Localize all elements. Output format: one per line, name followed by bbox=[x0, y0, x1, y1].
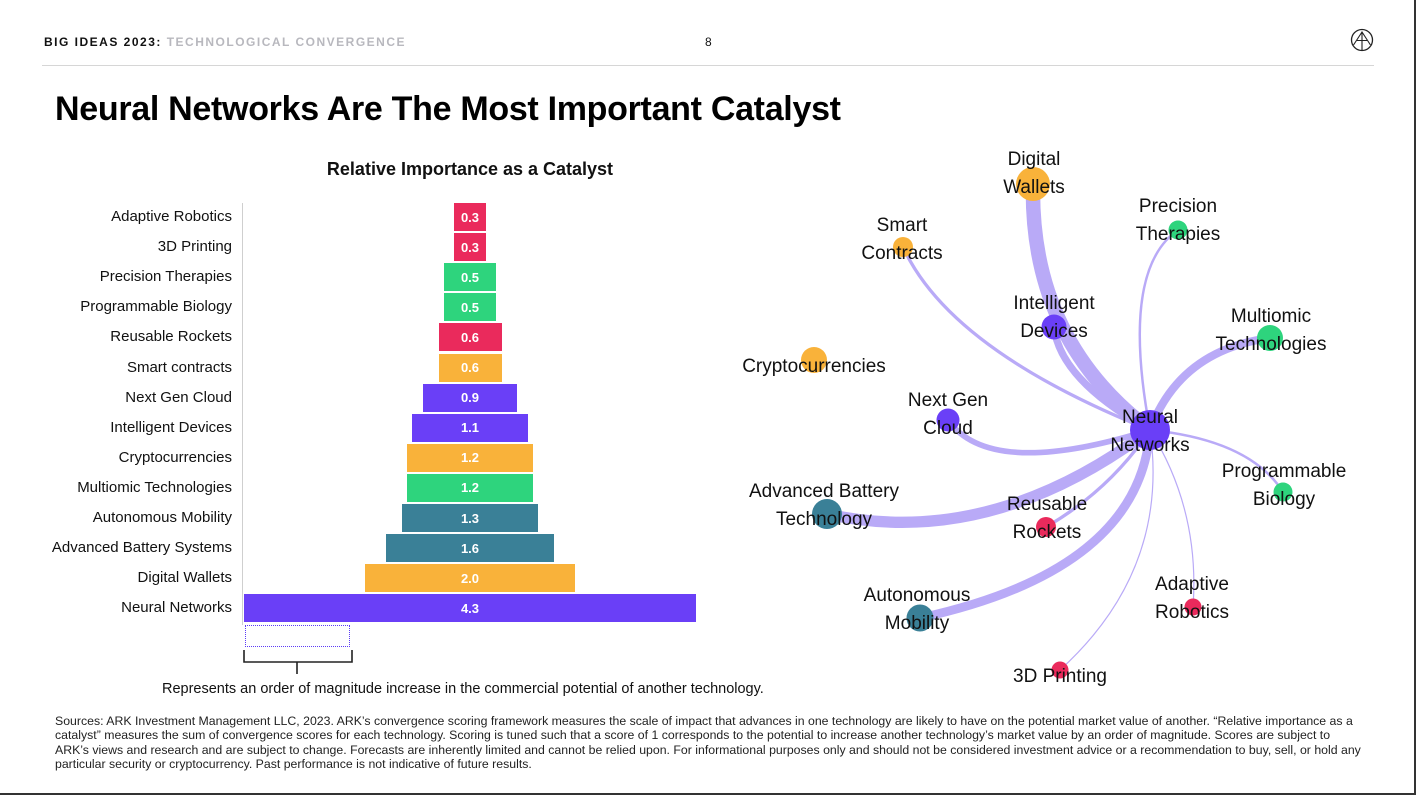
bar: 0.3 bbox=[454, 233, 486, 262]
network-node bbox=[1273, 482, 1293, 502]
network-node bbox=[906, 604, 934, 632]
bar-value-label: 0.3 bbox=[460, 209, 480, 225]
series-name: BIG IDEAS 2023 bbox=[44, 35, 157, 49]
network-node bbox=[801, 347, 827, 373]
network-edge bbox=[1148, 428, 1285, 494]
network-node-label: 3D Printing bbox=[1013, 666, 1107, 687]
bar-value-label: 0.6 bbox=[460, 360, 480, 375]
category-label: Precision Therapies bbox=[99, 268, 232, 286]
bar: 1.2 bbox=[407, 443, 533, 472]
ark-logo-icon bbox=[1350, 28, 1374, 52]
network-node bbox=[812, 499, 842, 529]
network-node bbox=[893, 237, 913, 257]
bar-value-label: 0.5 bbox=[460, 269, 480, 285]
scale-caption: Represents an order of magnitude increas… bbox=[162, 681, 764, 697]
bar-value-label: 1.3 bbox=[460, 510, 480, 526]
network-edge bbox=[901, 245, 1152, 432]
bar-value-label: 0.9 bbox=[460, 390, 480, 406]
category-label: 3D Printing bbox=[157, 238, 232, 256]
bar-value-label: 2.0 bbox=[460, 570, 480, 586]
network-nodes bbox=[801, 167, 1293, 679]
scale-reference-box bbox=[245, 625, 350, 647]
network-node-label: Autonomous Mobility bbox=[864, 585, 971, 634]
chart-title: Relative Importance as a Catalyst bbox=[326, 159, 614, 179]
network-node bbox=[1016, 167, 1050, 201]
network-node bbox=[936, 408, 960, 432]
chart-axis-line bbox=[242, 203, 243, 625]
network-node-label: Next Gen Cloud bbox=[908, 390, 988, 439]
bar-value-label: 1.2 bbox=[460, 450, 480, 466]
bar: 0.9 bbox=[422, 383, 518, 412]
category-label: Intelligent Devices bbox=[110, 418, 232, 436]
bar: 1.6 bbox=[386, 534, 554, 563]
bar-value-label: 0.6 bbox=[460, 329, 480, 345]
network-node bbox=[1168, 220, 1188, 240]
bar: 0.6 bbox=[438, 353, 502, 382]
network-hub-node bbox=[1130, 410, 1170, 450]
sources-footnote: Sources: ARK Investment Management LLC, … bbox=[55, 714, 1361, 771]
bar: 0.6 bbox=[438, 323, 502, 352]
network-node-label: Cryptocurrencies bbox=[742, 356, 886, 377]
bar: 1.1 bbox=[412, 413, 528, 442]
bar: 1.2 bbox=[407, 473, 533, 502]
category-label: Multiomic Technologies bbox=[77, 478, 232, 496]
category-label: Programmable Biology bbox=[80, 298, 232, 316]
category-label: Neural Networks bbox=[121, 599, 232, 617]
network-node-label: Multiomic Technologies bbox=[1216, 306, 1327, 355]
network-edge bbox=[1149, 429, 1195, 608]
network-edge bbox=[1059, 429, 1154, 671]
network-edge bbox=[1138, 228, 1180, 432]
category-label: Digital Wallets bbox=[137, 569, 232, 587]
network-node-label: Digital Wallets bbox=[1003, 150, 1065, 198]
network-node-label: Adaptive Robotics bbox=[1155, 574, 1229, 623]
page-title: Neural Networks Are The Most Important C… bbox=[55, 90, 841, 128]
bar: 4.3 bbox=[244, 594, 696, 623]
network-node bbox=[1257, 325, 1283, 351]
header-divider bbox=[42, 65, 1374, 66]
category-label: Autonomous Mobility bbox=[92, 509, 232, 526]
category-label: Cryptocurrencies bbox=[118, 448, 232, 466]
network-edge bbox=[915, 425, 1155, 623]
bar-value-label: 1.1 bbox=[460, 420, 480, 436]
category-label: Smart contracts bbox=[126, 358, 232, 376]
section-name: TECHNOLOGICAL CONVERGENCE bbox=[166, 35, 407, 49]
header-separator: : bbox=[156, 35, 162, 49]
network-edge bbox=[945, 417, 1153, 456]
category-label: Adaptive Robotics bbox=[111, 208, 232, 225]
bar-value-label: 1.6 bbox=[460, 540, 480, 556]
bar: 1.3 bbox=[401, 504, 539, 532]
network-node bbox=[1184, 598, 1202, 616]
category-label: Next Gen Cloud bbox=[125, 388, 232, 406]
bar: 0.5 bbox=[443, 293, 497, 322]
category-label: Advanced Battery Systems bbox=[51, 539, 232, 557]
network-node bbox=[1051, 661, 1069, 679]
network-node-label: Intelligent Devices bbox=[1013, 293, 1095, 342]
network-node-label: Precision Therapies bbox=[1136, 196, 1221, 245]
bar: 0.3 bbox=[454, 203, 486, 231]
page-number: 8 bbox=[705, 35, 712, 49]
network-labels: Digital Wallets Precision Therapies Smart Con… bbox=[742, 150, 1346, 687]
convergence-network: Digital Wallets Precision Therapies Smart Con… bbox=[742, 150, 1346, 687]
bar-value-label: 0.5 bbox=[460, 299, 480, 315]
network-node bbox=[1041, 314, 1067, 340]
header-label: BIG IDEAS 2023: TECHNOLOGICAL CONVERGENC… bbox=[44, 35, 406, 49]
bar-value-label: 4.3 bbox=[460, 600, 480, 616]
network-edge bbox=[821, 424, 1156, 528]
network-node-label: Advanced Battery Technology bbox=[749, 481, 899, 530]
network-hub-label: Neural Networks bbox=[1110, 407, 1189, 456]
category-label: Reusable Rockets bbox=[110, 328, 232, 346]
bar-value-label: 0.3 bbox=[460, 239, 480, 255]
network-node-label: Programmable Biology bbox=[1222, 461, 1347, 510]
network-node-label: Reusable Rockets bbox=[1007, 494, 1087, 543]
bar-value-label: 1.2 bbox=[460, 480, 480, 496]
bar: 2.0 bbox=[365, 564, 575, 593]
network-node-label: Smart Contracts bbox=[861, 215, 942, 264]
network-node bbox=[1036, 517, 1056, 537]
bar: 0.5 bbox=[443, 263, 497, 292]
scale-brace-icon bbox=[243, 650, 353, 674]
